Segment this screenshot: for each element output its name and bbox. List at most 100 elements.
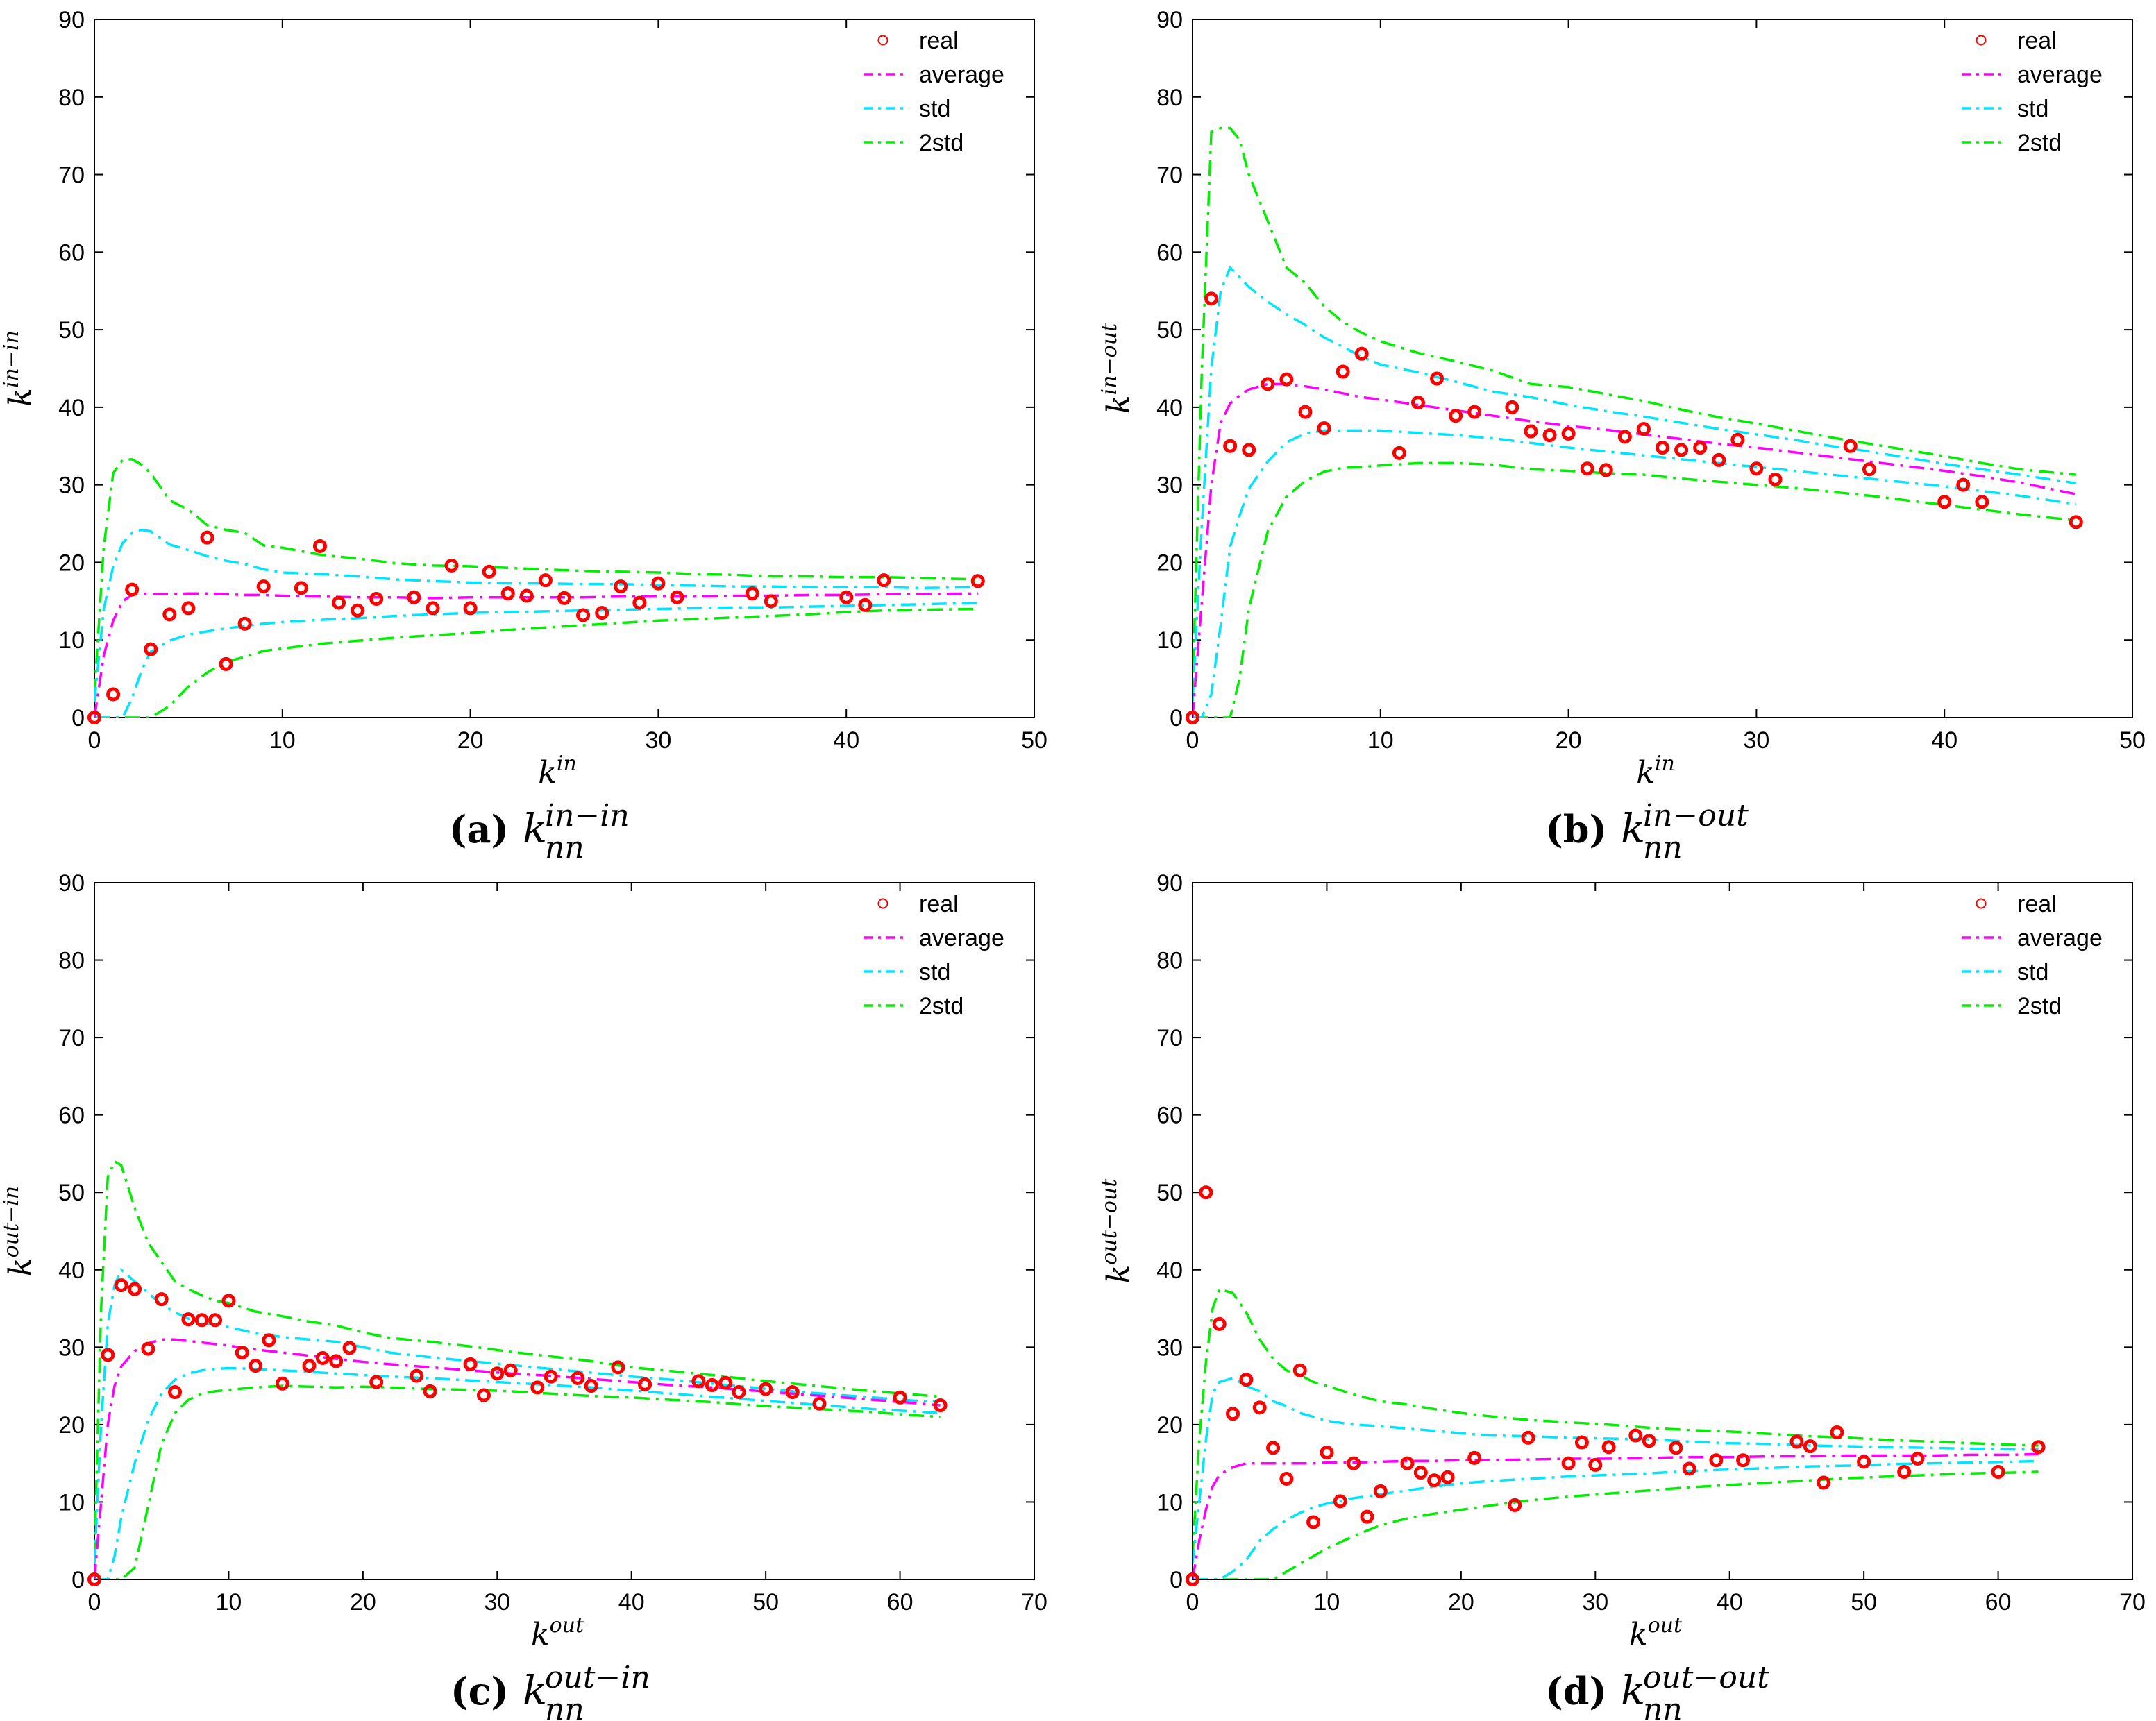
panel-b-real-point (1843, 439, 1858, 453)
panel-d-caption-main: k (1621, 1667, 1645, 1714)
panel-b-average-line (1193, 382, 2077, 718)
panel-b-real-point (1862, 462, 1876, 477)
panel-d: 0 10 20 30 40 50 60 70 0 10 20 30 40 50 60 70 80 90 real av… (1097, 870, 2146, 1721)
panel-a-ytick-label: 0 (71, 705, 85, 731)
panel-a-legend-label: std (919, 96, 950, 122)
panel-a-real-point (614, 579, 628, 594)
panel-a-ytick-label: 30 (58, 473, 85, 499)
panel-a: 0 10 20 30 40 50 0 10 20 30 40 50 60 70 80 90 real averag… (0, 7, 1047, 865)
panel-a-legend-label: 2std (919, 130, 963, 156)
panel-c-std-upper-line (94, 1267, 941, 1564)
panel-a-real-point (237, 616, 252, 631)
panel-c-legend-item: 2std (864, 993, 963, 1019)
panel-a-xlabel-sup: in (557, 752, 577, 776)
panel-c-real-point (329, 1354, 344, 1368)
panel-b-ytick-label: 40 (1156, 395, 1183, 421)
panel-b-caption-main: k (1621, 805, 1645, 852)
panel-d-real-point (1347, 1456, 1361, 1470)
panel-b-real-point (1956, 477, 1971, 492)
panel-d-real-point (1803, 1439, 1817, 1454)
panel-a-2std-upper-line (94, 458, 978, 695)
panel-c-ytick-label: 0 (71, 1567, 85, 1593)
panel-a-average-line (94, 592, 978, 718)
panel-a-real-point (970, 574, 985, 588)
panel-c-real-point (732, 1385, 746, 1400)
panel-c-ytick-label: 30 (58, 1334, 85, 1361)
panel-c-real-point (410, 1368, 424, 1383)
panel-d-ylabel-main: k (1101, 1265, 1136, 1284)
panel-d-real-point (1521, 1430, 1535, 1445)
panel-b-legend-marker (1976, 35, 1987, 46)
panel-c-ytick-label: 80 (58, 948, 85, 974)
panel-c-caption-sub: nn (545, 1692, 584, 1721)
panel-c-real-point (490, 1366, 505, 1381)
panel-b-ylabel-sup: in−out (1097, 323, 1122, 395)
panel-a-real-point (632, 595, 647, 610)
panel-d-real-point (1199, 1185, 1213, 1200)
panel-a-real-point (858, 597, 873, 612)
panel-d-real-point (1186, 1572, 1199, 1586)
panel-d-real-point (1306, 1515, 1321, 1529)
panel-c-real-point (221, 1294, 236, 1308)
panel-c-real-point (611, 1360, 625, 1375)
panel-c-caption-main: k (523, 1667, 547, 1714)
panel-b-ylabel: kin−out (1097, 323, 1136, 414)
panel-c-xtick-label: 0 (88, 1589, 101, 1616)
panel-d-real-point (1279, 1471, 1294, 1486)
panel-d-xtick-label: 50 (1851, 1589, 1877, 1616)
panel-d-std-lower-line (1193, 1459, 2039, 1579)
panel-c-real-point (101, 1348, 115, 1362)
panel-d-real-point (2031, 1440, 2046, 1455)
panel-b-caption-label: (b) (1545, 807, 1607, 851)
panel-b-real-point (1354, 346, 1369, 361)
panel-c-legend-label: real (919, 891, 959, 917)
panel-a-real-point (519, 588, 534, 603)
panel-b-xlabel: kin (1636, 752, 1675, 790)
panel-d-ytick-label: 80 (1156, 948, 1183, 974)
panel-c-real-point (718, 1375, 733, 1390)
panel-d-ytick-label: 50 (1156, 1180, 1183, 1206)
panel-d-legend-item: 2std (1962, 993, 2062, 1019)
panel-b-legend-label: std (2017, 96, 2048, 122)
panel-b-legend-label: average (2017, 62, 2103, 88)
panel-c-legend-label: average (919, 925, 1004, 951)
panel-b-ytick-label: 80 (1156, 85, 1183, 111)
panel-c-xlabel-sup: out (550, 1613, 584, 1638)
panel-d-real-point (1440, 1470, 1455, 1484)
panel-a-real-point (576, 608, 591, 622)
panel-b-legend-item: average (1962, 62, 2103, 88)
panel-c: 0 10 20 30 40 50 60 70 0 10 20 30 40 50 60 70 80 90 real av… (0, 870, 1047, 1721)
panel-b-ytick-label: 60 (1156, 239, 1183, 266)
panel-b-real-point (1542, 428, 1557, 443)
panel-c-average-line (94, 1338, 941, 1579)
panel-a-real-point (557, 591, 571, 605)
panel-b-real-point (1223, 439, 1238, 453)
panel-d-real-point (1252, 1400, 1267, 1415)
panel-c-xlabel: kout (531, 1613, 584, 1652)
panel-c-xtick-label: 10 (216, 1589, 242, 1616)
panel-a-xtick-label: 40 (833, 727, 859, 754)
panel-b-ytick-label: 90 (1156, 7, 1183, 33)
panel-b-real-point (1298, 405, 1313, 419)
panel-c-xtick-label: 30 (484, 1589, 510, 1616)
panel-b-axes-frame (1192, 19, 2133, 718)
panel-c-real-point (423, 1384, 437, 1398)
panel-c-ytick-label: 50 (58, 1180, 85, 1206)
panel-d-legend-label: real (2017, 891, 2057, 917)
panel-c-ytick-label: 60 (58, 1103, 85, 1129)
panel-d-xtick-label: 60 (1985, 1589, 2012, 1616)
panel-c-caption-label: (c) (450, 1669, 509, 1713)
panel-d-ytick-label: 90 (1156, 870, 1183, 897)
panel-c-real-point (785, 1385, 800, 1400)
panel-b-real-point (1261, 377, 1275, 391)
panel-d-ylabel-sup: out−out (1097, 1178, 1122, 1265)
panel-c-xtick-label: 50 (752, 1589, 779, 1616)
panel-a-caption-sub: nn (545, 830, 584, 865)
panel-b-std-upper-line (1193, 265, 2077, 702)
panel-c-caption-sup: out−in (545, 1660, 650, 1695)
panel-c-real-point (342, 1341, 357, 1355)
panel-b-real-point (1279, 372, 1294, 387)
panel-a-legend-marker (877, 35, 888, 46)
panel-c-real-point (208, 1313, 223, 1328)
